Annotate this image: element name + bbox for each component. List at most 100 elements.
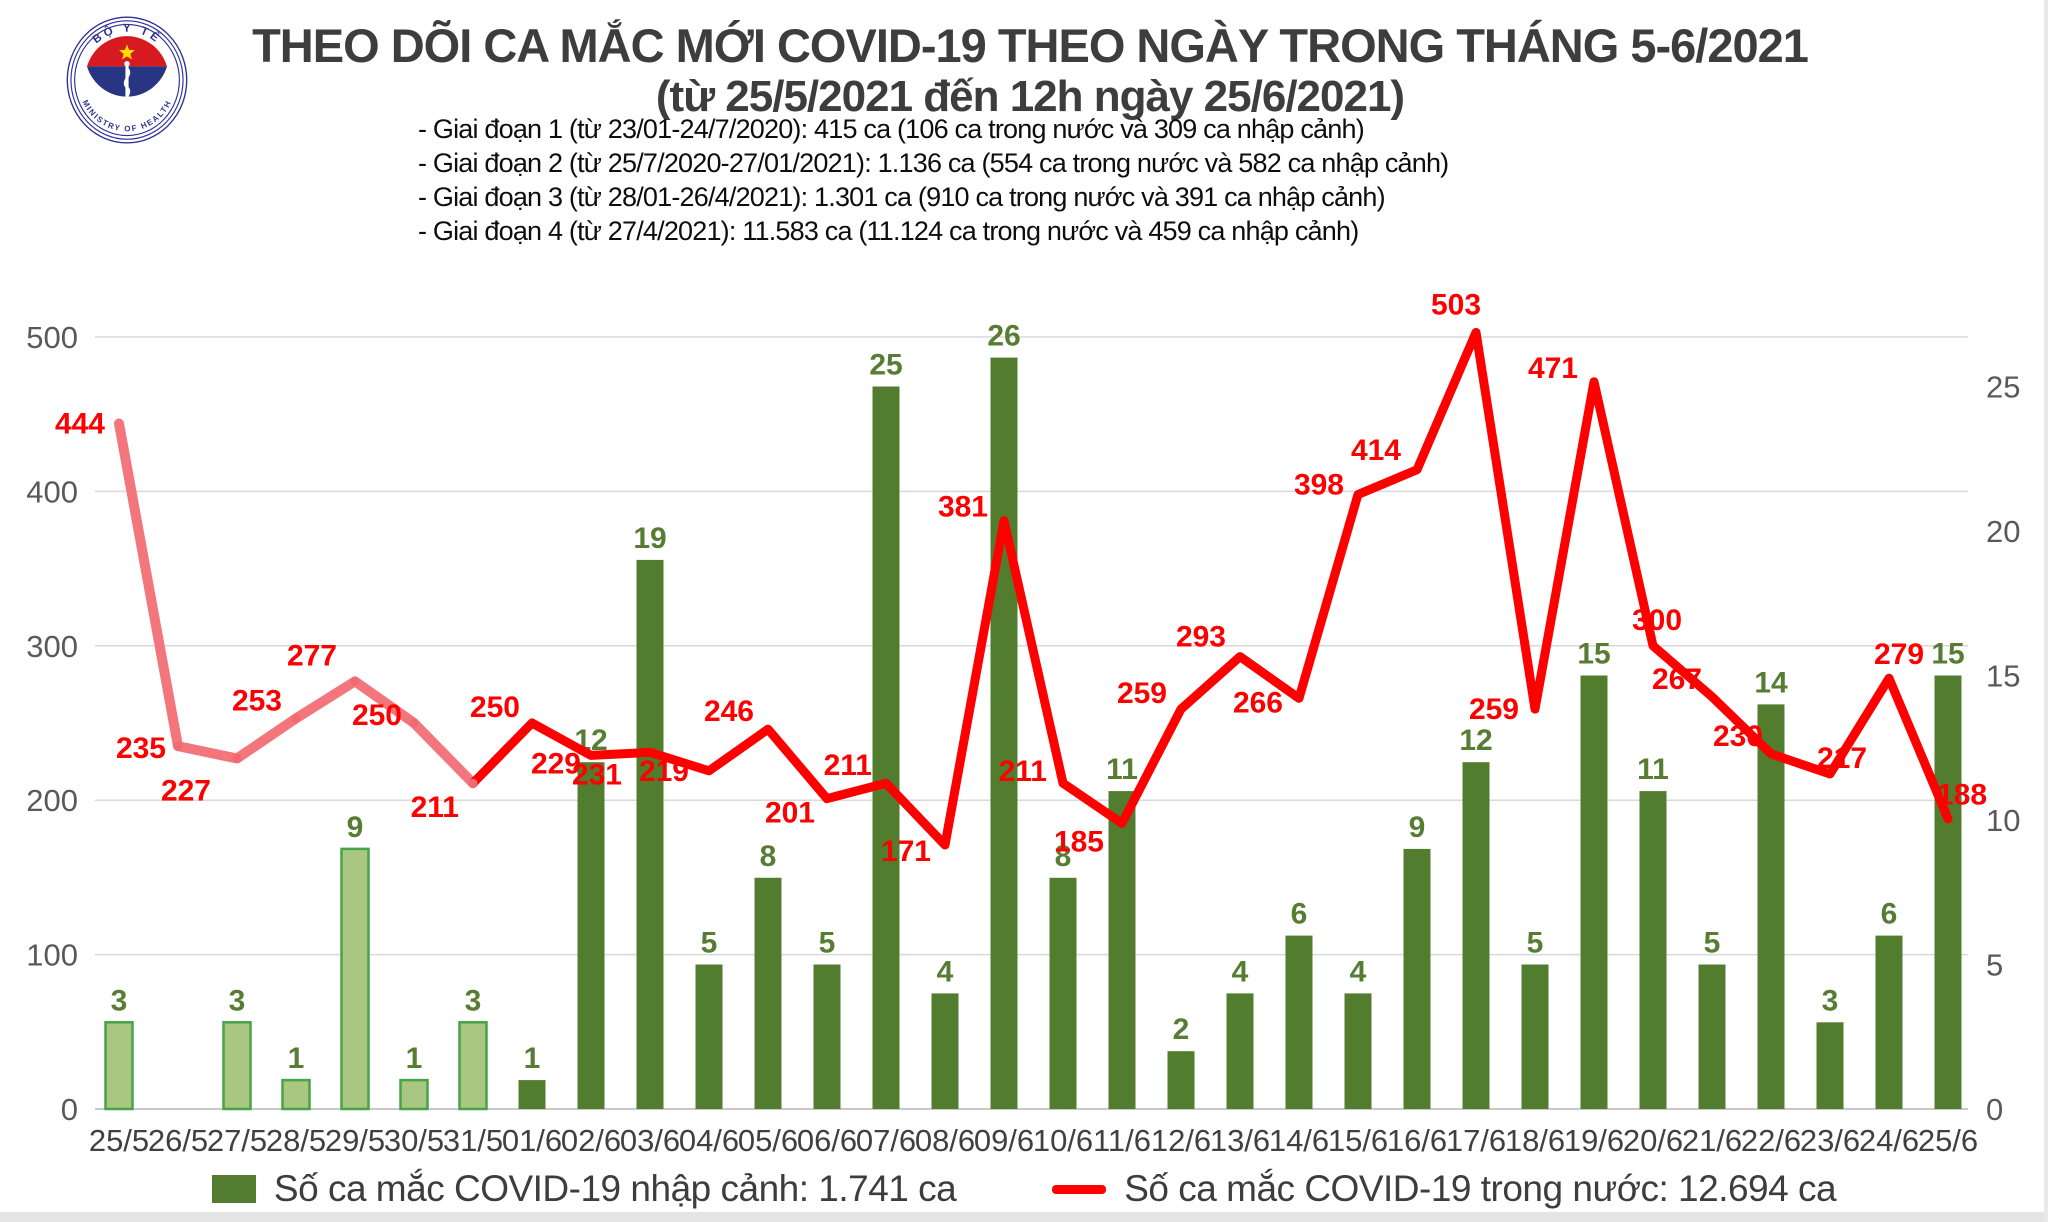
bar-value-label: 1 [524,1042,541,1075]
bar [1344,993,1372,1109]
x-axis-label: 22/6 [1741,1123,1801,1158]
line-series-early [114,418,478,789]
line-value-label: 503 [1431,288,1481,321]
bar [281,1078,311,1111]
line-point [232,754,242,764]
bar [1698,964,1726,1109]
bar [1285,935,1313,1109]
line-value-label: 250 [470,691,520,724]
line-value-label: 201 [765,797,815,830]
left-axis-tick: 0 [61,1092,78,1127]
line-value-label: 279 [1874,638,1924,671]
line-value-label: 246 [704,695,754,728]
x-axis-label: 31/5 [443,1123,503,1158]
line-value-label: 217 [1817,742,1867,775]
phase-line-4: - Giai đoạn 4 (từ 27/4/2021): 11.583 ca … [418,216,1359,246]
x-axis-label: 16/6 [1387,1123,1447,1158]
bar-value-label: 14 [1754,666,1788,699]
bar-value-label: 4 [937,955,954,988]
bar-value-label: 2 [1173,1013,1190,1046]
bar-value-label: 1 [288,1042,305,1075]
bar [1875,935,1903,1109]
bar-value-label: 8 [1055,840,1072,873]
line-value-label: 171 [881,835,931,868]
bar-value-label: 3 [111,984,128,1017]
x-axis-label: 18/6 [1505,1123,1565,1158]
bar-value-label: 19 [633,522,666,555]
right-axis-tick: 10 [1986,803,2020,838]
right-axis-tick: 0 [1986,1092,2003,1127]
x-axis-label: 07/6 [856,1123,916,1158]
line-value-label: 231 [572,758,622,791]
x-axis-label: 13/6 [1210,1123,1270,1158]
line-value-label: 277 [287,639,337,672]
x-axis-label: 20/6 [1623,1123,1683,1158]
line-value-label: 398 [1294,468,1344,501]
x-axis-label: 05/6 [738,1123,798,1158]
bar [458,1021,488,1111]
bar [1226,993,1254,1109]
line-point [291,713,301,723]
bar-value-label: 1 [406,1042,423,1075]
line-value-label: 250 [352,699,402,732]
x-axis-label: 24/6 [1859,1123,1919,1158]
bar-value-label: 5 [1704,927,1721,960]
phase-line-1: - Giai đoạn 1 (từ 23/01-24/7/2020): 415 … [418,114,1365,144]
bar-value-label: 15 [1931,638,1964,671]
bar [695,964,723,1109]
logo-snake [123,67,131,118]
window-right-edge [2044,0,2048,1222]
x-axis-label: 19/6 [1564,1123,1624,1158]
phase-line-2: - Giai đoạn 2 (từ 25/7/2020-27/01/2021):… [418,148,1449,178]
bar-value-label: 4 [1350,955,1367,988]
line-value-label: 185 [1054,825,1104,858]
bar [1049,877,1077,1109]
x-axis-label: 29/5 [325,1123,385,1158]
bar-value-label: 6 [1291,898,1308,931]
x-axis-label: 23/6 [1800,1123,1860,1158]
line-value-label: 253 [232,684,282,717]
bar-value-label: 15 [1577,638,1610,671]
bar [990,357,1018,1110]
bar-value-label: 5 [819,927,836,960]
x-axis-label: 11/6 [1093,1123,1151,1158]
logo-star-icon [119,44,135,60]
line-point [468,778,478,788]
line-value-label: 381 [938,491,988,524]
ministry-of-health-logo: BỘ Y TẾ MINISTRY OF HEALTH [64,14,190,146]
line-value-label: 414 [1351,434,1401,467]
bar-value-label: 5 [701,927,718,960]
logo-snake-head [124,61,130,67]
x-axis-label: 08/6 [915,1123,975,1158]
bar-value-label: 11 [1106,753,1138,786]
bar [222,1021,252,1111]
bar [813,964,841,1109]
line-value-label: 211 [411,791,459,824]
line-series [468,327,1953,850]
bar [577,762,605,1109]
bar-value-label: 6 [1881,898,1898,931]
bar-value-label: 8 [760,840,777,873]
right-axis-tick: 5 [1986,948,2003,983]
bar [754,877,782,1109]
phase-summary: - Giai đoạn 1 (từ 23/01-24/7/2020): 415 … [418,112,1818,248]
bar-value-label: 3 [465,984,482,1017]
x-axis-label: 25/6 [1918,1123,1978,1158]
x-axis-label: 03/6 [620,1123,680,1158]
bar [1167,1051,1195,1109]
x-axis-label: 30/5 [384,1123,444,1158]
bar [1403,848,1431,1109]
x-axis-label: 25/5 [89,1123,149,1158]
line-value-label: 211 [999,755,1047,788]
line-point [409,718,419,728]
x-axis-label: 17/6 [1446,1123,1506,1158]
x-axis-label: 21/6 [1682,1123,1742,1158]
bar-value-label: 3 [229,984,246,1017]
legend-bar-label: Số ca mắc COVID-19 nhập cảnh: 1.741 ca [273,1168,957,1209]
page-title: THEO DÕI CA MẮC MỚI COVID-19 THEO NGÀY T… [252,19,1809,72]
line-value-label: 259 [1117,677,1167,710]
bar-value-label: 25 [869,349,902,382]
bar [1757,704,1785,1109]
bar [518,1080,546,1109]
x-axis-label: 14/6 [1269,1123,1329,1158]
